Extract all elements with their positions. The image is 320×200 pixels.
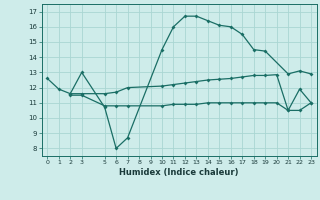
X-axis label: Humidex (Indice chaleur): Humidex (Indice chaleur)	[119, 168, 239, 177]
